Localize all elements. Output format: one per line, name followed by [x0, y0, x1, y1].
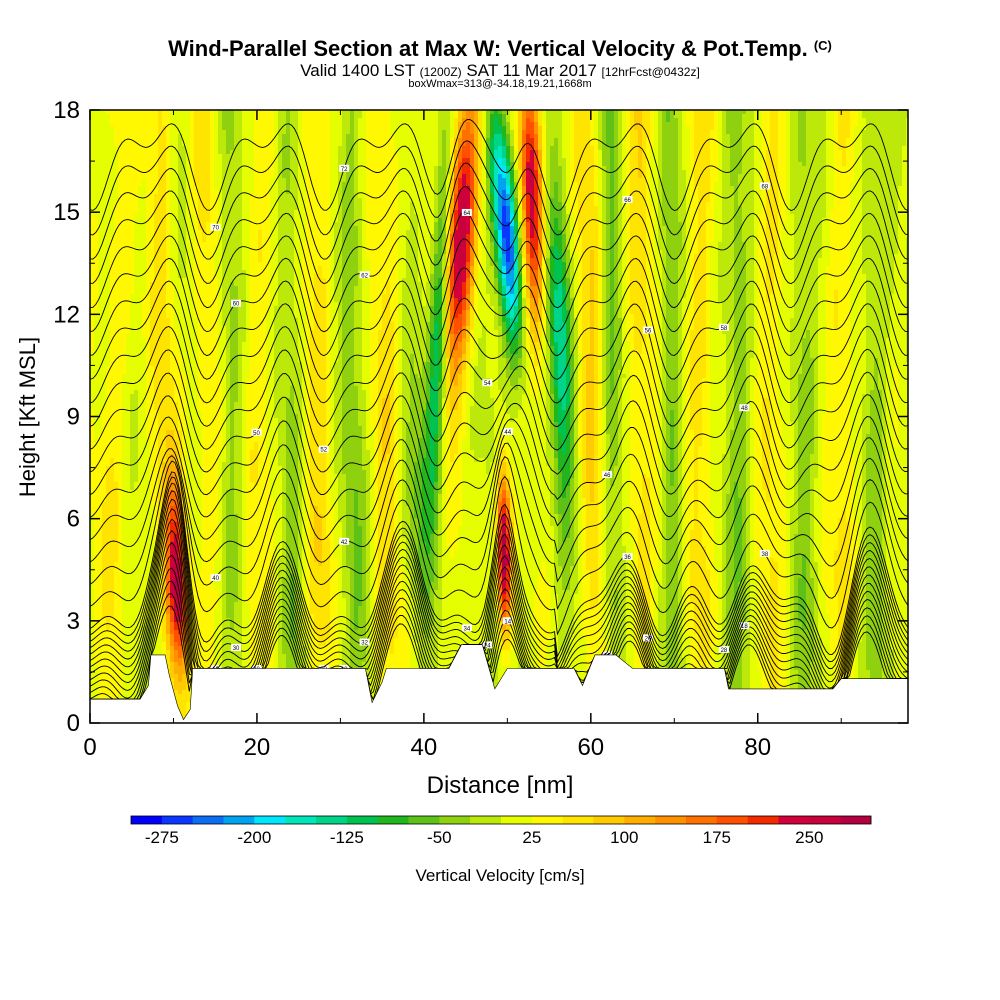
contour-label: 64	[464, 211, 471, 217]
y-tick-label: 0	[67, 710, 80, 737]
contour-label: 52	[320, 448, 327, 454]
colorbar-swatch	[193, 816, 224, 824]
colorbar-swatch	[748, 816, 779, 824]
colorbar-swatch	[532, 816, 563, 824]
contour-label: 70	[212, 226, 219, 232]
colorbar-tick-label: -275	[145, 828, 179, 847]
colorbar-swatch	[254, 816, 285, 824]
y-tick-label: 9	[67, 404, 80, 431]
x-tick-label: 20	[244, 734, 271, 761]
contour-label: 58	[721, 326, 728, 332]
contour-label: 32	[361, 641, 368, 647]
contour-label: 62	[361, 273, 368, 279]
colorbar-swatch	[316, 816, 347, 824]
colorbar-tick-label: 250	[795, 828, 823, 847]
colorbar-swatch	[285, 816, 316, 824]
contour-label: 56	[645, 329, 652, 335]
contour-label: 44	[504, 430, 511, 436]
y-tick-label: 12	[53, 301, 80, 328]
contour-label: 14	[504, 619, 511, 625]
colorbar-label: Vertical Velocity [cm/s]	[415, 866, 584, 885]
colorbar-swatch	[624, 816, 655, 824]
contour-label: 40	[212, 576, 219, 582]
chart-canvas: 1010141618202224262830323436384042444648…	[0, 0, 1000, 1000]
y-tick-label: 18	[53, 97, 80, 124]
contour-label: 38	[762, 552, 769, 558]
contour-label: 50	[253, 431, 260, 437]
colorbar-tick-label: -50	[427, 828, 452, 847]
colorbar-swatch	[378, 816, 409, 824]
x-tick-label: 40	[411, 734, 438, 761]
x-tick-label: 80	[744, 734, 771, 761]
contour-label: 34	[464, 626, 471, 632]
contour-label: 66	[624, 198, 631, 204]
y-tick-label: 15	[53, 199, 80, 226]
colorbar-swatch	[779, 816, 810, 824]
colorbar-swatch	[717, 816, 748, 824]
colorbar-swatch	[501, 816, 532, 824]
colorbar-swatch	[655, 816, 686, 824]
colorbar-swatch	[131, 816, 162, 824]
colorbar-swatch	[347, 816, 378, 824]
colorbar-tick-label: 100	[610, 828, 638, 847]
y-tick-label: 6	[67, 506, 80, 533]
colorbar-swatch	[686, 816, 717, 824]
x-axis-label: Distance [nm]	[427, 772, 574, 799]
colorbar-tick-label: -125	[330, 828, 364, 847]
colorbar-swatch	[809, 816, 840, 824]
x-tick-label: 60	[577, 734, 604, 761]
colorbar-tick-label: 175	[703, 828, 731, 847]
contour-label: 30	[233, 646, 240, 652]
colorbar-swatch	[594, 816, 625, 824]
contour-label: 54	[484, 381, 491, 387]
colorbar-tick-label: 25	[522, 828, 541, 847]
colorbar: -275 -200 -125 -50 25 100 175 250	[131, 816, 871, 847]
contour-label: 60	[233, 302, 240, 308]
colorbar-swatch	[162, 816, 193, 824]
contour-label: 42	[341, 540, 348, 546]
contour-label: 48	[741, 406, 748, 412]
colorbar-swatch	[439, 816, 470, 824]
colorbar-swatch	[409, 816, 440, 824]
velocity-field	[90, 110, 911, 727]
colorbar-tick-label: -200	[237, 828, 271, 847]
colorbar-swatch	[224, 816, 255, 824]
contour-label: 68	[762, 184, 769, 190]
contour-label: 72	[341, 167, 348, 173]
colorbar-swatch	[563, 816, 594, 824]
contour-label: 46	[604, 473, 611, 479]
colorbar-swatch	[840, 816, 871, 824]
contour-label: 28	[721, 648, 728, 654]
contour-label: 36	[624, 555, 631, 561]
y-tick-label: 3	[67, 608, 80, 635]
x-tick-label: 0	[83, 734, 96, 761]
colorbar-swatch	[470, 816, 501, 824]
y-axis-label: Height [Kft MSL]	[15, 337, 40, 497]
